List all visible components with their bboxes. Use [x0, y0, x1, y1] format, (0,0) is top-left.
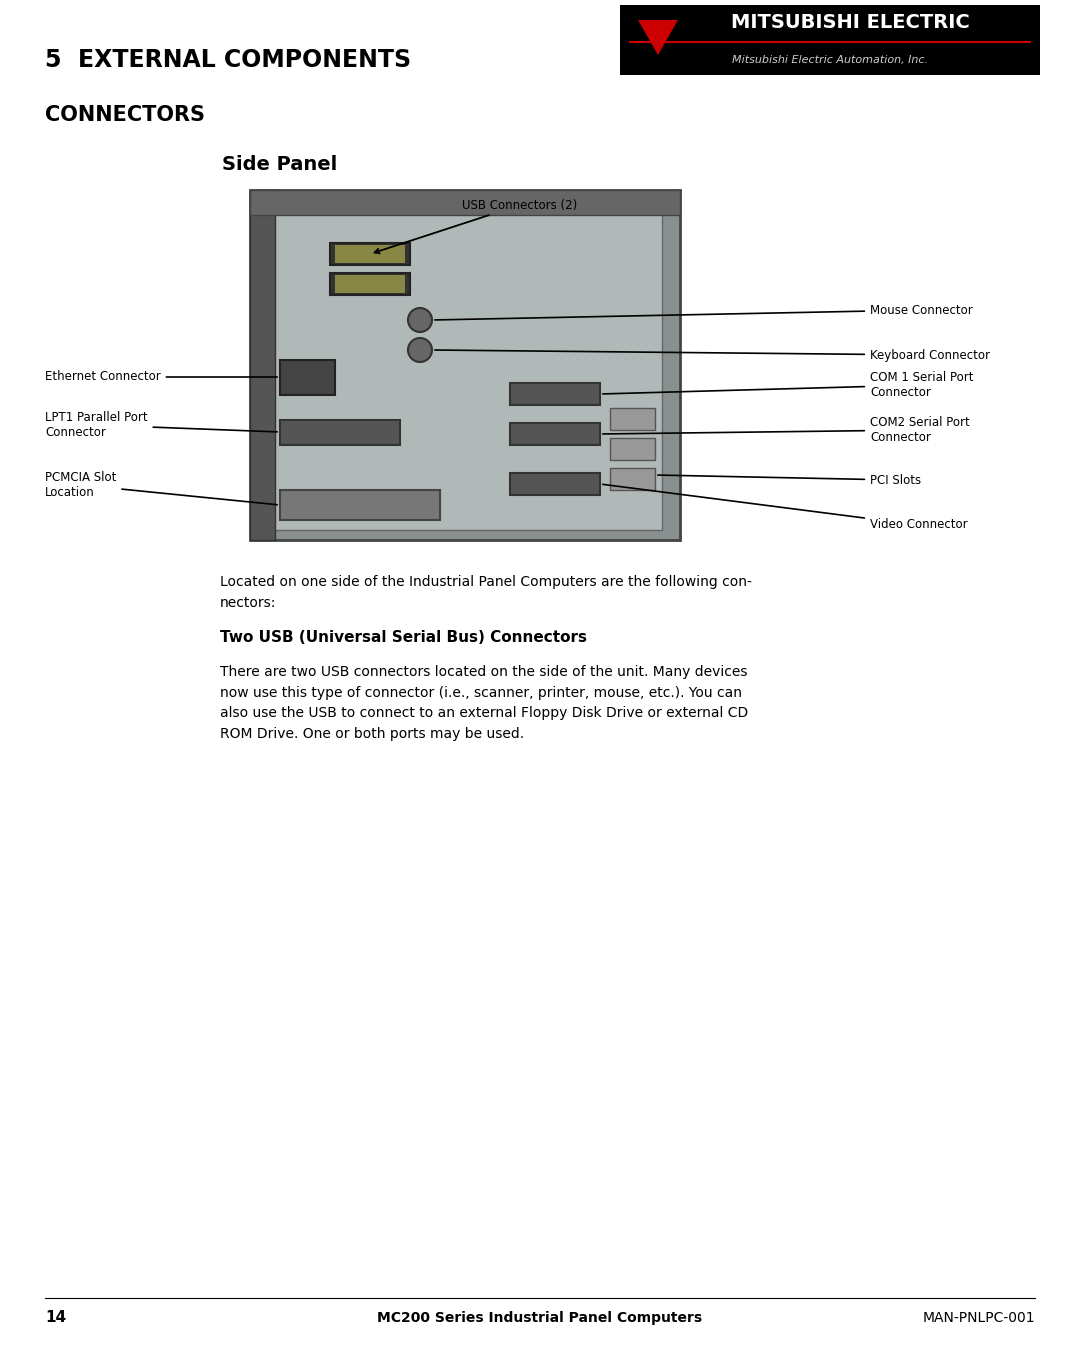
FancyBboxPatch shape: [249, 190, 680, 540]
Text: COM 1 Serial Port
Connector: COM 1 Serial Port Connector: [603, 371, 973, 398]
Text: 5  EXTERNAL COMPONENTS: 5 EXTERNAL COMPONENTS: [45, 48, 411, 72]
Bar: [610, 408, 654, 430]
Text: USB Connectors (2): USB Connectors (2): [375, 199, 578, 253]
Text: Video Connector: Video Connector: [603, 484, 968, 532]
Circle shape: [408, 307, 432, 332]
Bar: [330, 273, 410, 295]
Bar: [620, 5, 1040, 75]
Bar: [510, 423, 600, 445]
Text: CONNECTORS: CONNECTORS: [45, 105, 205, 125]
Bar: [330, 243, 410, 265]
Text: Located on one side of the Industrial Panel Computers are the following con-
nec: Located on one side of the Industrial Pa…: [220, 575, 752, 609]
Bar: [510, 384, 600, 405]
Text: COM2 Serial Port
Connector: COM2 Serial Port Connector: [603, 416, 970, 443]
Text: Ethernet Connector: Ethernet Connector: [45, 370, 278, 384]
Bar: [510, 473, 600, 495]
Circle shape: [408, 339, 432, 362]
Text: PCMCIA Slot
Location: PCMCIA Slot Location: [45, 471, 278, 505]
Bar: [610, 438, 654, 460]
Bar: [335, 245, 405, 262]
Text: MC200 Series Industrial Panel Computers: MC200 Series Industrial Panel Computers: [377, 1311, 703, 1325]
Text: Two USB (Universal Serial Bus) Connectors: Two USB (Universal Serial Bus) Connector…: [220, 630, 588, 645]
Text: 14: 14: [45, 1311, 66, 1326]
Text: MAN-PNLPC-001: MAN-PNLPC-001: [922, 1311, 1035, 1325]
Text: Keyboard Connector: Keyboard Connector: [435, 348, 990, 362]
Bar: [335, 275, 405, 292]
Bar: [249, 190, 680, 215]
Bar: [280, 360, 335, 394]
Bar: [249, 190, 275, 540]
Text: MITSUBISHI ELECTRIC: MITSUBISHI ELECTRIC: [731, 12, 970, 31]
Text: LPT1 Parallel Port
Connector: LPT1 Parallel Port Connector: [45, 411, 278, 439]
Text: Mitsubishi Electric Automation, Inc.: Mitsubishi Electric Automation, Inc.: [732, 54, 928, 65]
Text: Mouse Connector: Mouse Connector: [435, 303, 973, 320]
Bar: [280, 490, 440, 520]
Bar: [610, 468, 654, 490]
Text: Side Panel: Side Panel: [222, 155, 338, 174]
Text: There are two USB connectors located on the side of the unit. Many devices
now u: There are two USB connectors located on …: [220, 665, 748, 741]
Bar: [280, 420, 400, 445]
Text: PCI Slots: PCI Slots: [658, 473, 921, 487]
Polygon shape: [638, 20, 678, 54]
FancyBboxPatch shape: [268, 200, 662, 530]
